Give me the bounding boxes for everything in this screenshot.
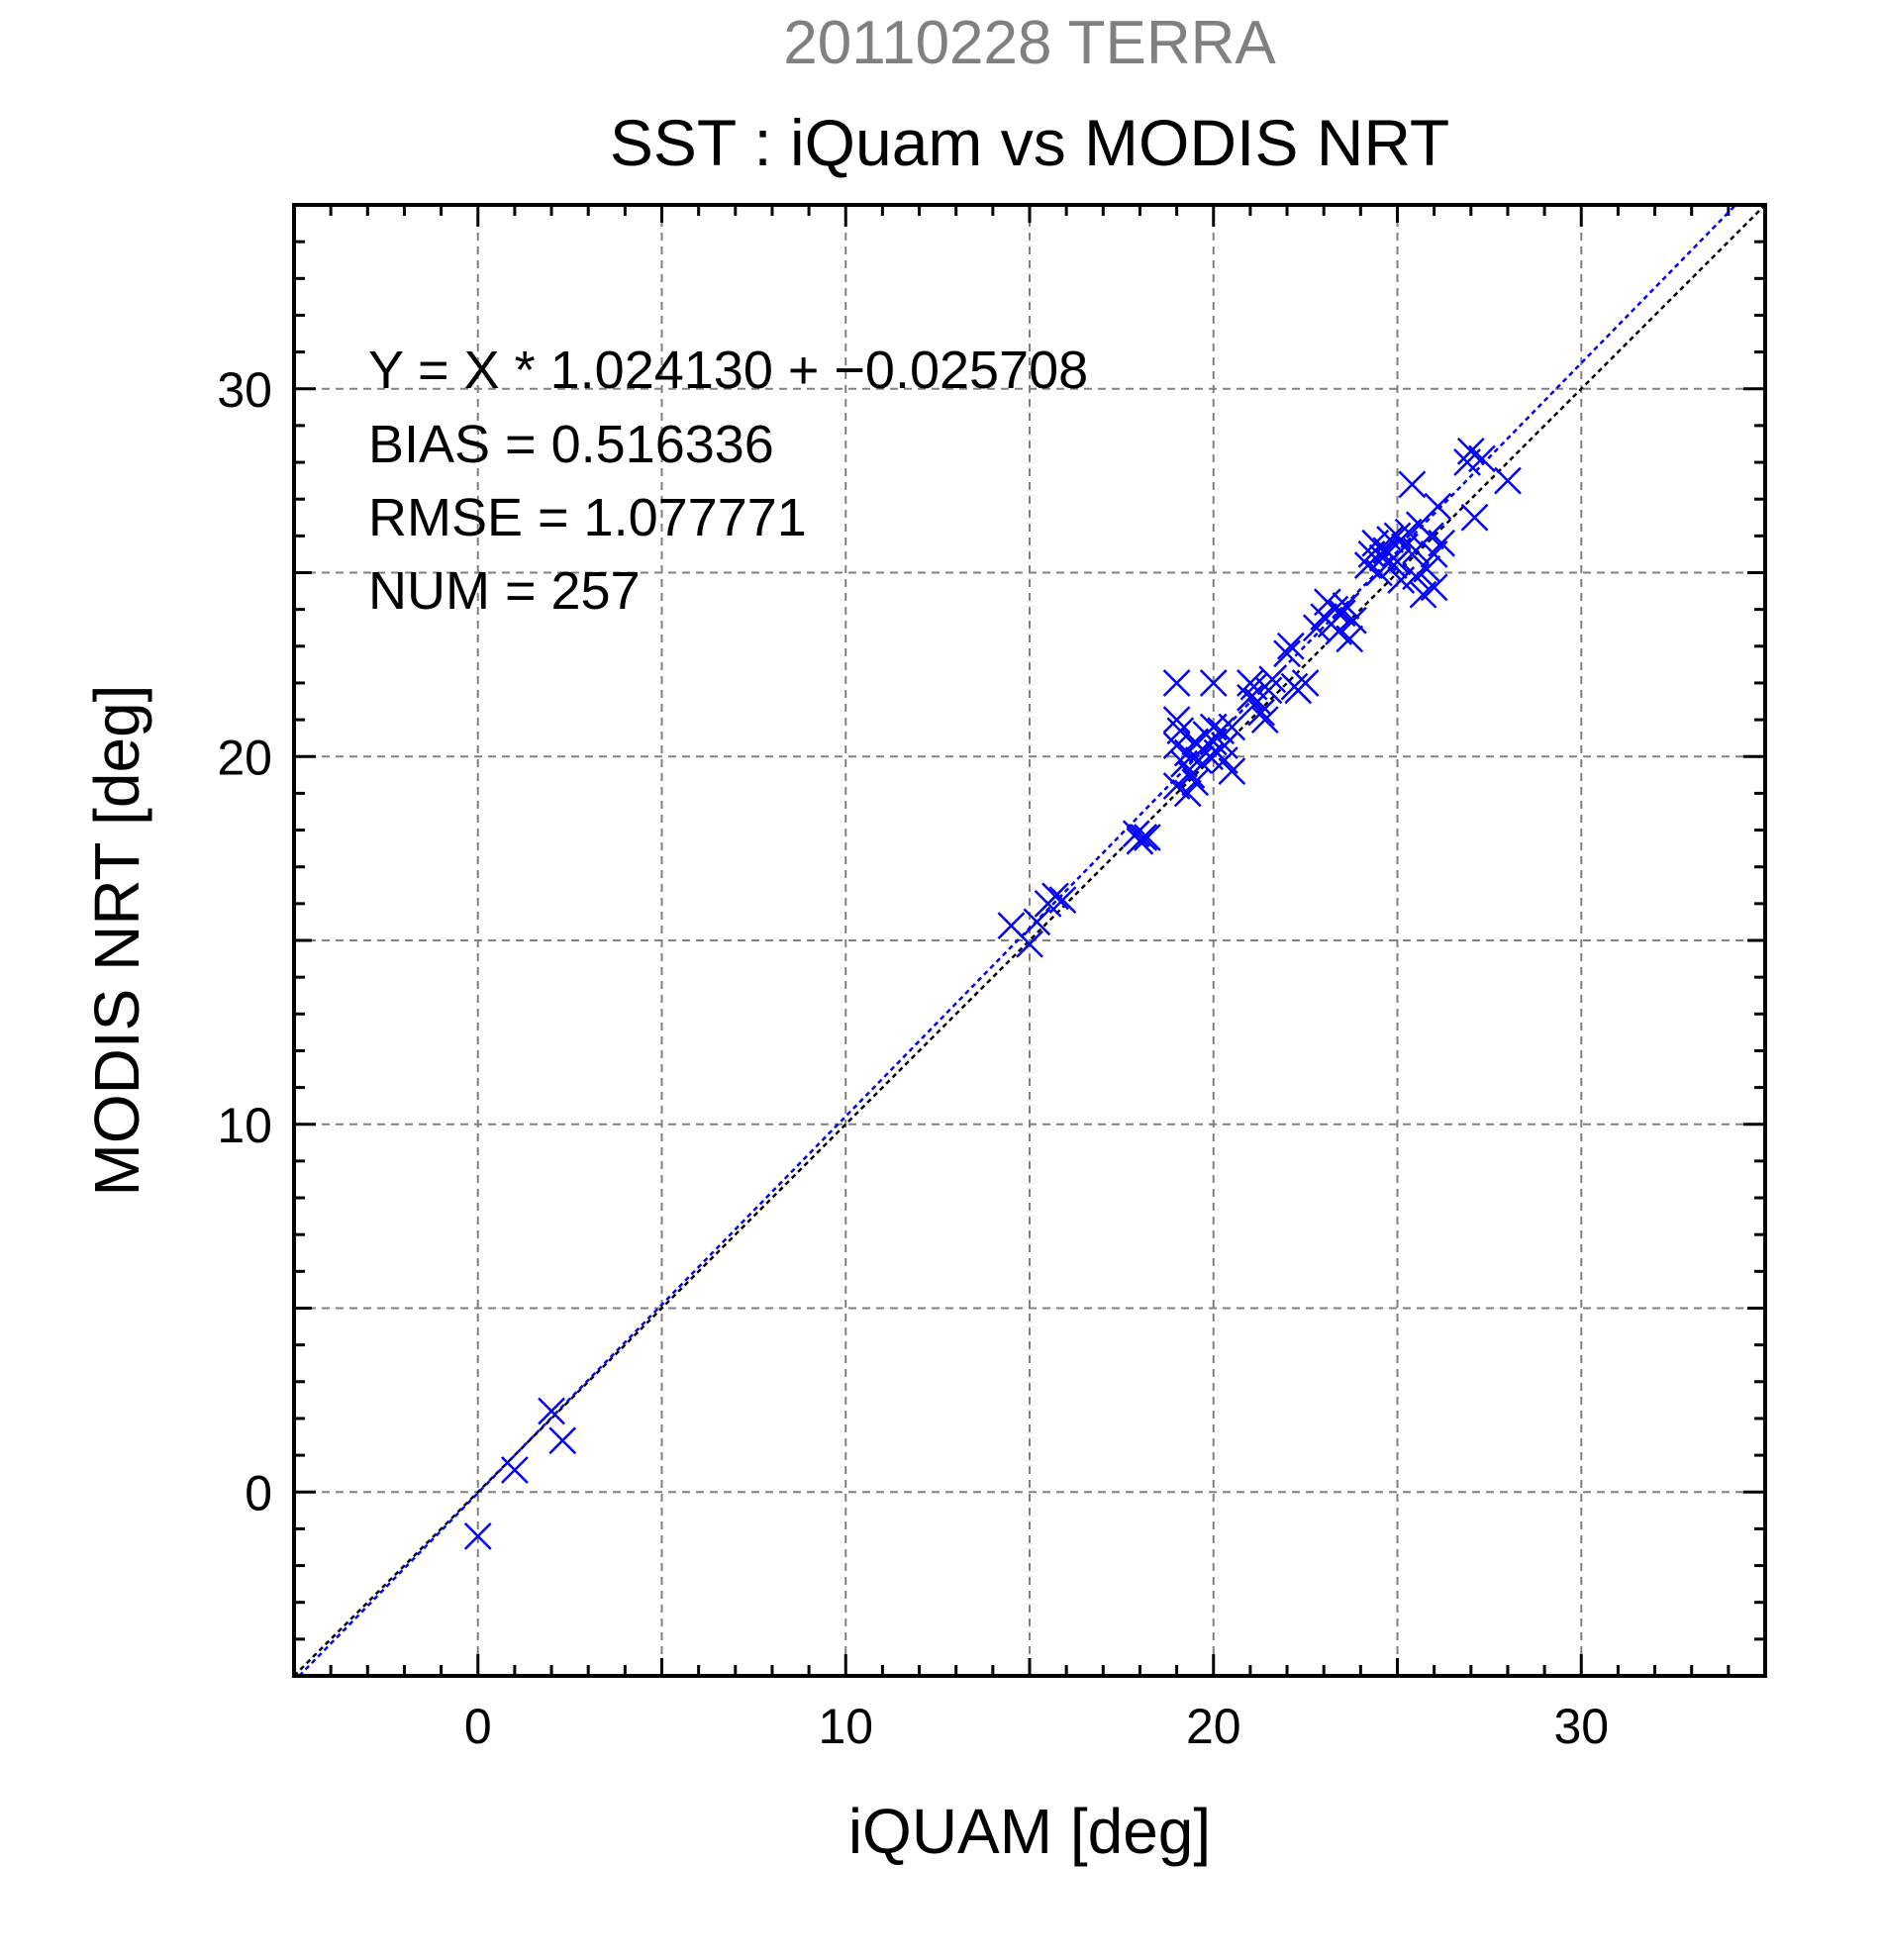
data-point bbox=[1218, 757, 1246, 785]
data-point bbox=[1162, 669, 1191, 697]
data-point bbox=[1250, 706, 1279, 734]
num-value: NUM = 257 bbox=[368, 561, 641, 621]
regression-line bbox=[298, 204, 1737, 1677]
chart-title: SST : iQuam vs MODIS NRT bbox=[610, 106, 1449, 179]
y-tick-label: 10 bbox=[217, 1098, 272, 1153]
x-tick-label: 10 bbox=[818, 1699, 873, 1754]
reference-lines bbox=[293, 204, 1766, 1677]
data-point bbox=[1211, 732, 1238, 759]
data-point bbox=[1494, 466, 1522, 495]
data-point bbox=[1376, 526, 1404, 553]
data-point bbox=[1276, 632, 1305, 660]
data-point bbox=[1247, 698, 1275, 727]
data-point bbox=[1291, 669, 1320, 697]
plot-frame bbox=[292, 203, 1767, 1678]
data-point bbox=[1048, 886, 1077, 915]
x-tick-label: 0 bbox=[464, 1699, 492, 1754]
data-point bbox=[538, 1397, 565, 1425]
data-point bbox=[1468, 444, 1496, 473]
data-point bbox=[1258, 665, 1287, 694]
data-point bbox=[1185, 746, 1213, 774]
grid-lines bbox=[294, 205, 1765, 1676]
data-point bbox=[463, 1521, 492, 1550]
y-tick-label: 30 bbox=[217, 362, 272, 418]
x-tick-label: 30 bbox=[1553, 1699, 1609, 1754]
data-point bbox=[1133, 824, 1161, 851]
x-axis-label: iQUAM [deg] bbox=[848, 1796, 1211, 1867]
data-point bbox=[1041, 882, 1069, 911]
data-point bbox=[1162, 706, 1191, 734]
data-point bbox=[1420, 573, 1448, 602]
data-point bbox=[548, 1426, 577, 1455]
data-point bbox=[501, 1456, 529, 1484]
data-point bbox=[1254, 676, 1283, 705]
y-axis-label: MODIS NRT [deg] bbox=[81, 685, 152, 1197]
chart-supertitle: 20110228 TERRA bbox=[783, 9, 1276, 77]
data-point bbox=[1130, 824, 1158, 851]
data-point bbox=[1460, 503, 1489, 532]
y-tick-label: 20 bbox=[217, 730, 272, 785]
data-point bbox=[1321, 595, 1349, 624]
data-points bbox=[463, 438, 1522, 1550]
data-point bbox=[1166, 717, 1195, 745]
data-point bbox=[1273, 639, 1301, 668]
data-point bbox=[1383, 547, 1412, 576]
tick-labels: 0 0 10 10 20 20 30 30 bbox=[217, 362, 1609, 1754]
data-point bbox=[1237, 683, 1264, 712]
rmse-value: RMSE = 1.077771 bbox=[368, 488, 807, 547]
data-point bbox=[1016, 930, 1043, 958]
data-point bbox=[1413, 554, 1441, 583]
regression-equation: Y = X * 1.024130 + −0.025708 bbox=[368, 341, 1088, 400]
data-point bbox=[1199, 669, 1228, 697]
stats-annotation: Y = X * 1.024130 + −0.025708 BIAS = 0.51… bbox=[368, 341, 1088, 621]
data-point bbox=[1398, 470, 1427, 499]
bias-value: BIAS = 0.516336 bbox=[368, 415, 774, 474]
data-point bbox=[1122, 820, 1150, 848]
y-tick-label: 0 bbox=[245, 1465, 272, 1520]
data-point bbox=[1428, 529, 1455, 557]
data-point bbox=[1339, 606, 1367, 635]
data-point bbox=[1332, 592, 1360, 620]
data-point bbox=[1023, 908, 1051, 936]
data-point bbox=[1218, 713, 1246, 741]
x-tick-label: 20 bbox=[1186, 1699, 1241, 1754]
data-point bbox=[1424, 492, 1452, 521]
data-point bbox=[1336, 625, 1364, 653]
